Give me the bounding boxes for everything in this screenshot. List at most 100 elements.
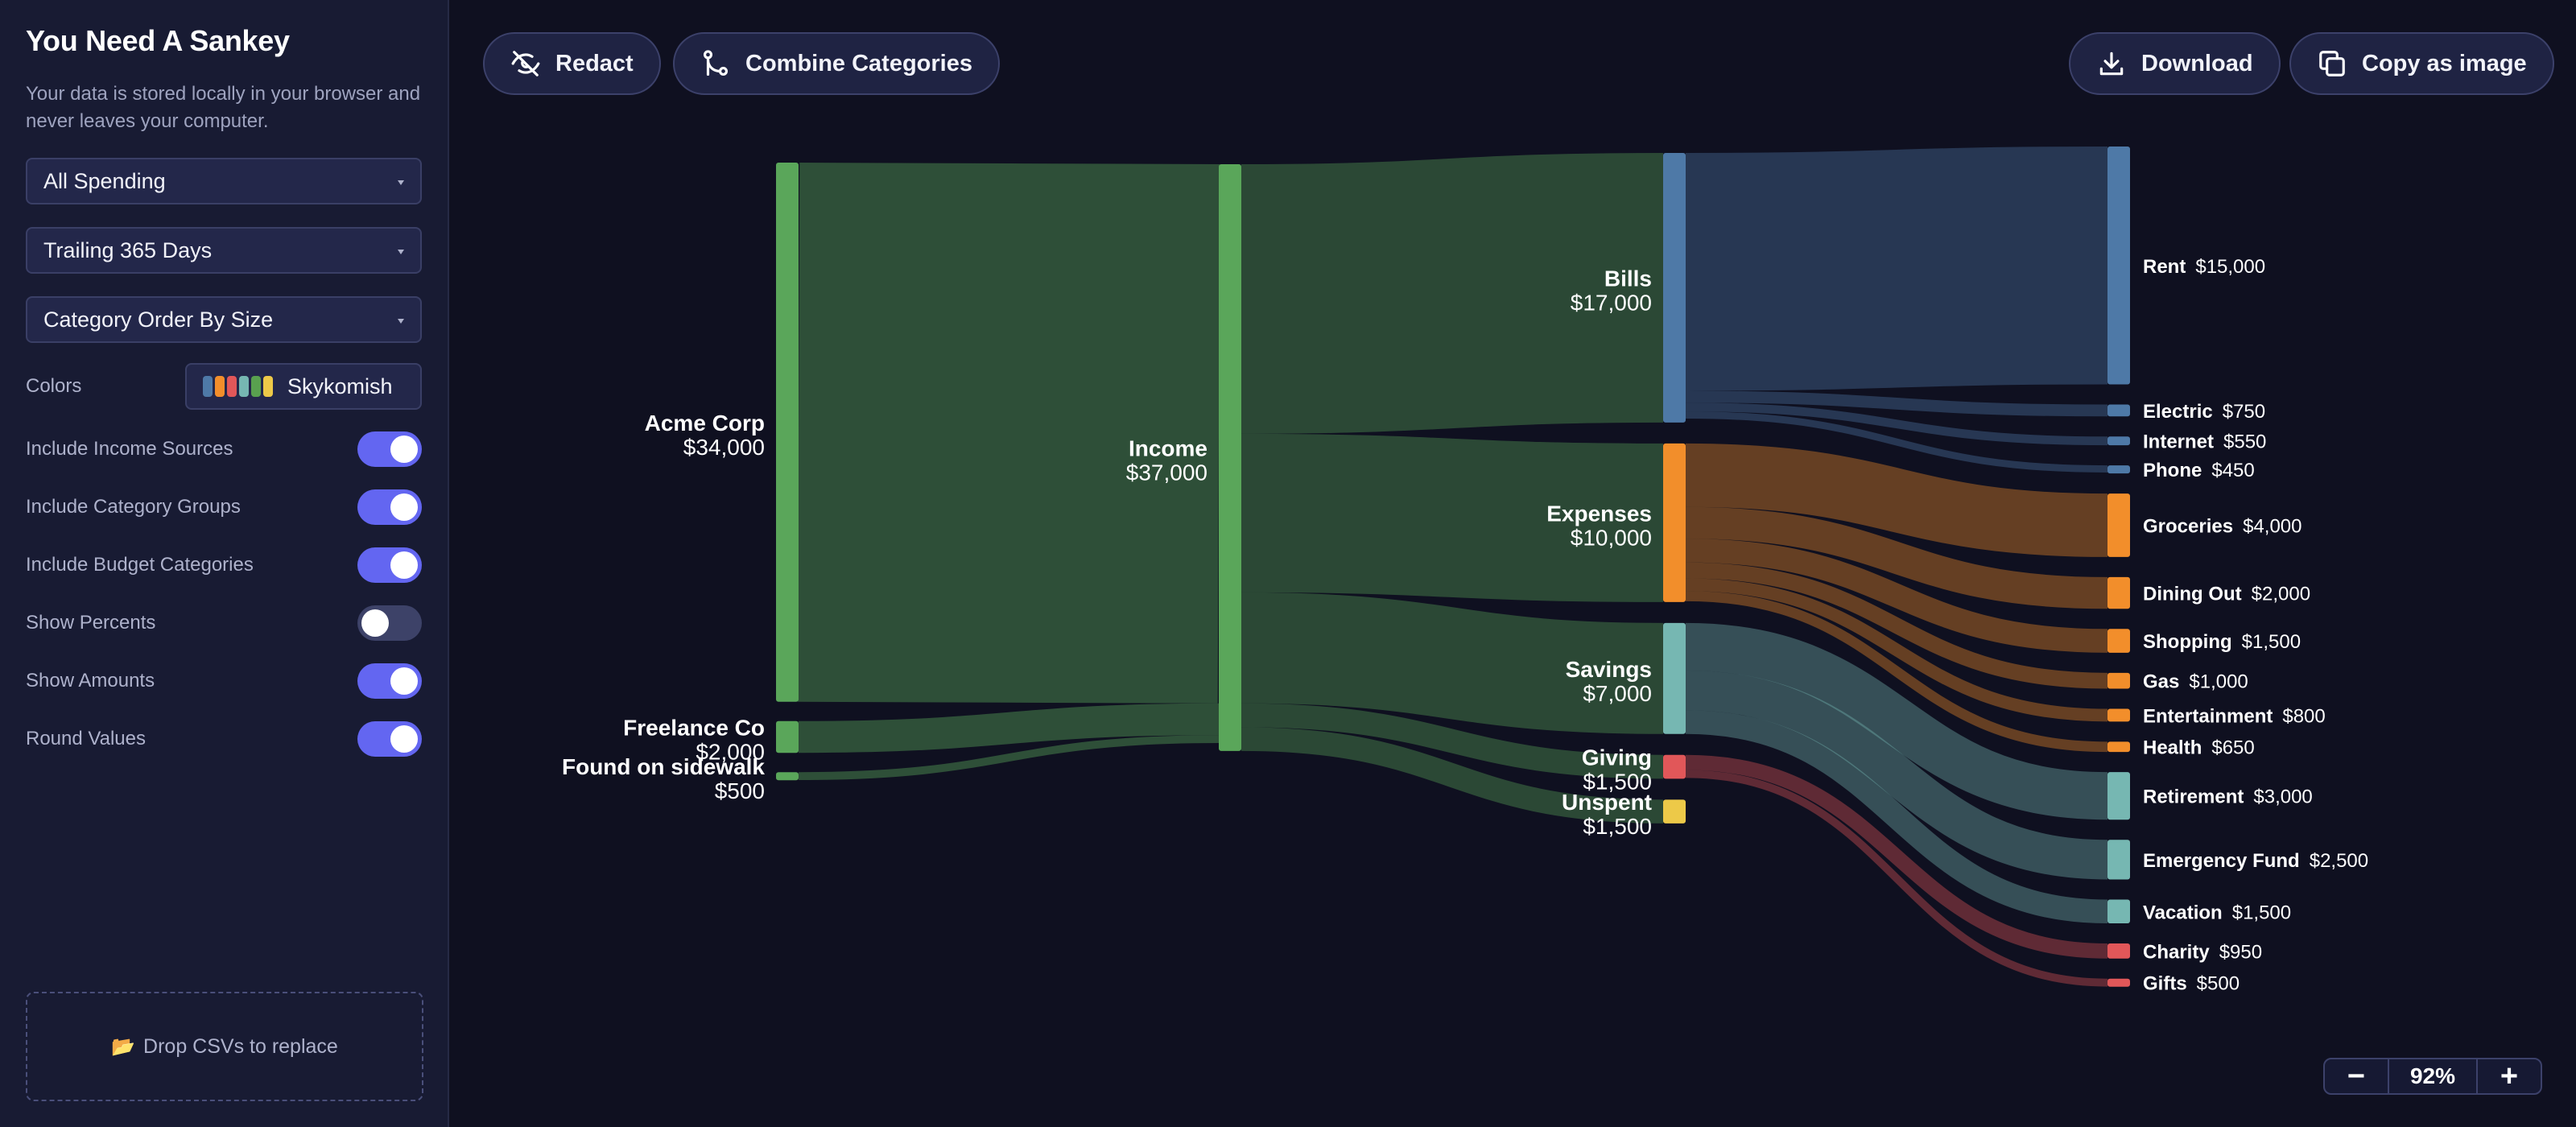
sankey-label-freelance: Freelance Co: [623, 716, 765, 741]
toggle-show-amounts[interactable]: [357, 663, 422, 699]
chevron-down-icon: [398, 180, 404, 185]
toggle-row-include-budget-categories: Include Budget Categories: [26, 536, 422, 594]
sankey-label-gifts: Gifts $500: [2143, 973, 2240, 995]
sankey-amount-savings: $7,000: [1583, 681, 1652, 706]
sankey-node-phone[interactable]: [2107, 465, 2130, 474]
category-order-select[interactable]: Category Order By Size: [26, 296, 422, 343]
sankey-node-sidewalk[interactable]: [776, 772, 799, 781]
sankey-node-charity[interactable]: [2107, 943, 2130, 959]
git-merge-icon: [703, 50, 729, 76]
sankey-node-rent[interactable]: [2107, 147, 2130, 385]
sankey-node-entertainment[interactable]: [2107, 708, 2130, 722]
date-range-select[interactable]: Trailing 365 Days: [26, 227, 422, 274]
sankey-node-electric[interactable]: [2107, 404, 2130, 417]
toggle-row-include-category-groups: Include Category Groups: [26, 478, 422, 536]
color-palette-button[interactable]: Skykomish: [185, 363, 422, 410]
zoom-out-button[interactable]: −: [2347, 1059, 2366, 1093]
sankey-amount-income: $37,000: [1126, 460, 1208, 485]
sankey-node-retirement[interactable]: [2107, 772, 2130, 820]
toggle-row-show-percents: Show Percents: [26, 594, 422, 652]
chevron-down-icon: [398, 250, 404, 254]
sankey-label-unspent: Unspent: [1562, 790, 1652, 815]
sankey-link-sidewalk-income: [798, 735, 1220, 781]
toggle-row-include-income-sources: Include Income Sources: [26, 420, 422, 478]
sankey-amount-freelance: $2,000: [696, 740, 765, 765]
sankey-amount-expenses: $10,000: [1571, 525, 1652, 550]
sankey-link-bills-internet: [1685, 402, 2108, 446]
sankey-amount-sidewalk: $500: [715, 778, 765, 803]
sankey-link-income-bills: [1241, 153, 1664, 434]
toggle-label: Include Income Sources: [26, 438, 233, 460]
sankey-node-emergency[interactable]: [2107, 840, 2130, 880]
sankey-label-charity: Charity $950: [2143, 941, 2262, 963]
palette-swatches: [203, 376, 273, 397]
option-toggles: Include Income Sources Include Category G…: [26, 420, 422, 768]
sankey-label-vacation: Vacation $1,500: [2143, 902, 2291, 923]
sidebar: You Need A Sankey Your data is stored lo…: [0, 0, 449, 1127]
toggle-show-percents[interactable]: [357, 605, 422, 641]
toggle-knob: [390, 436, 418, 463]
sankey-link-income-giving: [1241, 703, 1664, 779]
palette-swatch: [239, 376, 249, 397]
sankey-label-internet: Internet $550: [2143, 431, 2266, 453]
sankey-label-emergency: Emergency Fund $2,500: [2143, 850, 2368, 872]
sankey-node-bills[interactable]: [1663, 153, 1686, 423]
toggle-label: Show Amounts: [26, 670, 155, 691]
toggle-round-values[interactable]: [357, 721, 422, 757]
sankey-node-freelance[interactable]: [776, 720, 799, 753]
sankey-node-acme[interactable]: [776, 163, 799, 702]
toggle-include-category-groups[interactable]: [357, 489, 422, 525]
redact-button[interactable]: Redact: [483, 32, 661, 95]
sankey-link-expenses-health: [1685, 591, 2108, 753]
sankey-label-health: Health $650: [2143, 737, 2255, 759]
sankey-node-health[interactable]: [2107, 741, 2130, 753]
toggle-include-budget-categories[interactable]: [357, 547, 422, 583]
sankey-node-vacation[interactable]: [2107, 899, 2130, 924]
sankey-label-entertainment: Entertainment $800: [2143, 705, 2326, 727]
copy-icon: [2319, 51, 2345, 76]
sankey-link-bills-phone: [1685, 411, 2108, 473]
toggle-include-income-sources[interactable]: [357, 431, 422, 467]
toggle-knob: [390, 493, 418, 521]
sankey-label-retirement: Retirement $3,000: [2143, 786, 2313, 808]
palette-swatch: [263, 376, 273, 397]
sankey-node-income[interactable]: [1219, 164, 1241, 751]
sankey-node-expenses[interactable]: [1663, 443, 1686, 602]
sankey-node-savings[interactable]: [1663, 622, 1686, 734]
download-label: Download: [2141, 50, 2253, 76]
sankey-node-gas[interactable]: [2107, 672, 2130, 689]
toggle-knob: [390, 667, 418, 695]
sankey-link-income-unspent: [1241, 727, 1664, 824]
eye-off-icon: [511, 51, 540, 76]
sankey-label-giving: Giving: [1582, 745, 1652, 770]
sankey-label-income: Income: [1129, 436, 1208, 460]
sankey-labels: Acme Corp$34,000 Freelance Co$2,000Found …: [562, 256, 2368, 995]
sankey-node-giving[interactable]: [1663, 754, 1686, 779]
sankey-node-groceries[interactable]: [2107, 493, 2130, 557]
toggle-label: Include Budget Categories: [26, 554, 254, 576]
sankey-node-gifts[interactable]: [2107, 978, 2130, 987]
toggle-label: Round Values: [26, 728, 146, 749]
folder-icon: 📂: [111, 1035, 136, 1058]
sankey-label-gas: Gas $1,000: [2143, 671, 2248, 693]
sankey-link-savings-vacation: [1685, 710, 2108, 924]
copy-as-image-button[interactable]: Copy as image: [2289, 32, 2554, 95]
account-filter-select[interactable]: All Spending: [26, 158, 422, 204]
sankey-amount-unspent: $1,500: [1583, 814, 1652, 839]
csv-dropzone[interactable]: 📂 Drop CSVs to replace: [26, 992, 423, 1101]
sankey-node-dining[interactable]: [2107, 576, 2130, 609]
combine-categories-label: Combine Categories: [745, 50, 972, 76]
download-button[interactable]: Download: [2069, 32, 2281, 95]
sankey-label-dining: Dining Out $2,000: [2143, 584, 2310, 605]
palette-swatch: [215, 376, 225, 397]
sankey-link-expenses-gas: [1685, 562, 2108, 689]
zoom-in-button[interactable]: +: [2500, 1059, 2519, 1093]
sankey-label-electric: Electric $750: [2143, 401, 2265, 423]
redact-label: Redact: [555, 50, 634, 76]
sankey-node-shopping[interactable]: [2107, 629, 2130, 653]
toggle-knob: [361, 609, 389, 637]
toggle-label: Include Category Groups: [26, 496, 241, 518]
sankey-node-internet[interactable]: [2107, 436, 2130, 446]
sankey-node-unspent[interactable]: [1663, 799, 1686, 824]
combine-categories-button[interactable]: Combine Categories: [673, 32, 1000, 95]
